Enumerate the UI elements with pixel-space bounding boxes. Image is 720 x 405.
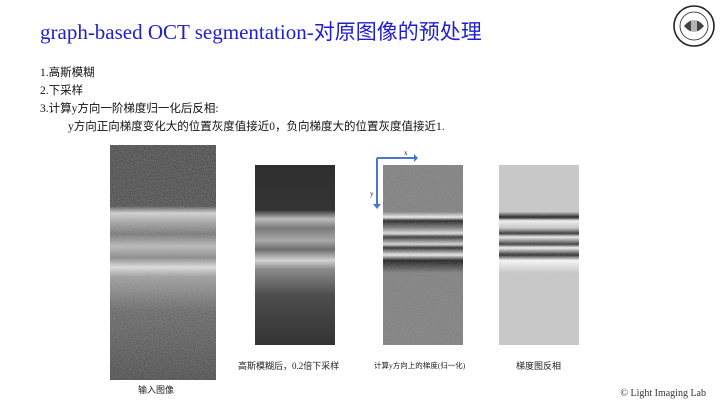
bullet-gaussian-blur: 1.高斯模糊 bbox=[40, 67, 95, 79]
caption-blurred: 高斯模糊后，0.2倍下采样 bbox=[238, 361, 340, 371]
caption-original: 输入图像 bbox=[138, 385, 175, 395]
caption-gradient: 计算y方向上的梯度(归一化) bbox=[374, 361, 466, 370]
bullet-list: 1.高斯模糊 2.下采样 3.计算y方向一阶梯度归一化后反相: y方向正向梯度变… bbox=[40, 64, 445, 136]
university-seal-logo bbox=[672, 4, 716, 48]
oct-inverted-gradient-image bbox=[499, 165, 579, 345]
oct-blurred-image bbox=[255, 165, 335, 345]
bullet-gradient-detail: y方向正向梯度变化大的位置灰度值接近0，负向梯度大的位置灰度值接近1. bbox=[68, 121, 445, 133]
x-axis-label: x bbox=[404, 149, 408, 157]
bullet-downsample: 2.下采样 bbox=[40, 85, 84, 97]
caption-inverted: 梯度图反相 bbox=[516, 361, 562, 371]
xy-axes-indicator: x y bbox=[368, 148, 418, 210]
y-axis-label: y bbox=[370, 190, 374, 198]
oct-original-image bbox=[110, 145, 216, 380]
page-title: graph-based OCT segmentation-对原图像的预处理 bbox=[40, 20, 482, 44]
bullet-gradient: 3.计算y方向一阶梯度归一化后反相: bbox=[40, 103, 219, 115]
copyright-text: © Light Imaging Lab bbox=[620, 388, 706, 399]
oct-gradient-image bbox=[383, 165, 463, 345]
